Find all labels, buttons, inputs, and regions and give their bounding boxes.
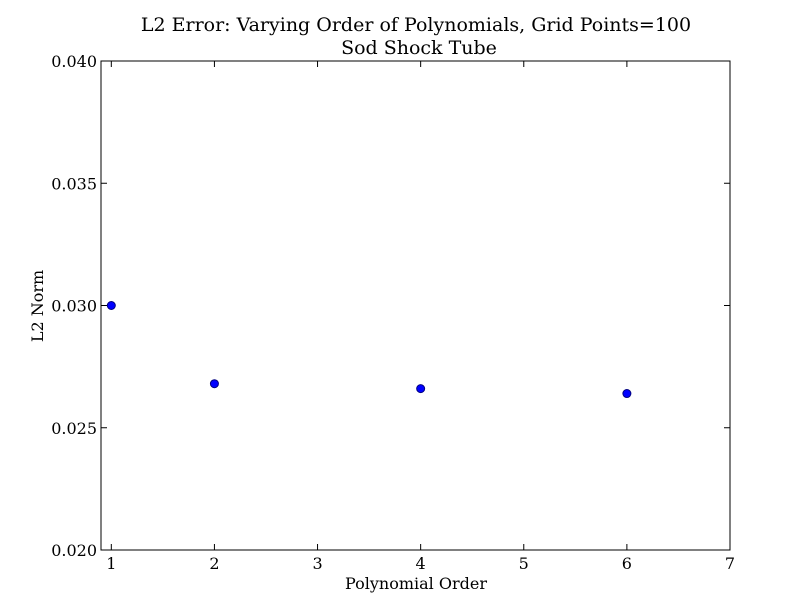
x-tick-label: 7 [725,554,735,573]
x-tick-label: 3 [312,554,322,573]
x-tick-label: 4 [416,554,426,573]
y-tick-label: 0.040 [51,52,97,71]
data-point [106,301,116,310]
y-axis-label: L2 Norm [28,270,47,342]
x-axis-label: Polynomial Order [345,574,487,593]
x-tick-label: 2 [209,554,219,573]
plot-frame [100,60,731,551]
x-tick-label: 1 [106,554,116,573]
data-point [416,384,426,394]
data-point [622,389,632,399]
data-points [106,301,632,399]
y-tick-label: 0.030 [51,297,97,316]
x-axis: 1 2 3 4 5 6 7 [106,61,735,573]
chart-title: L2 Error: Varying Order of Polynomials, … [141,14,691,36]
x-tick-label: 6 [622,554,632,573]
y-tick-label: 0.020 [51,541,97,560]
chart-subtitle: Sod Shock Tube [341,37,497,59]
x-tick-label: 5 [519,554,529,573]
y-tick-label: 0.035 [51,174,97,193]
data-point [209,379,219,389]
y-tick-label: 0.025 [51,419,97,438]
y-axis: 0.020 0.025 0.030 0.035 0.040 [51,52,730,560]
